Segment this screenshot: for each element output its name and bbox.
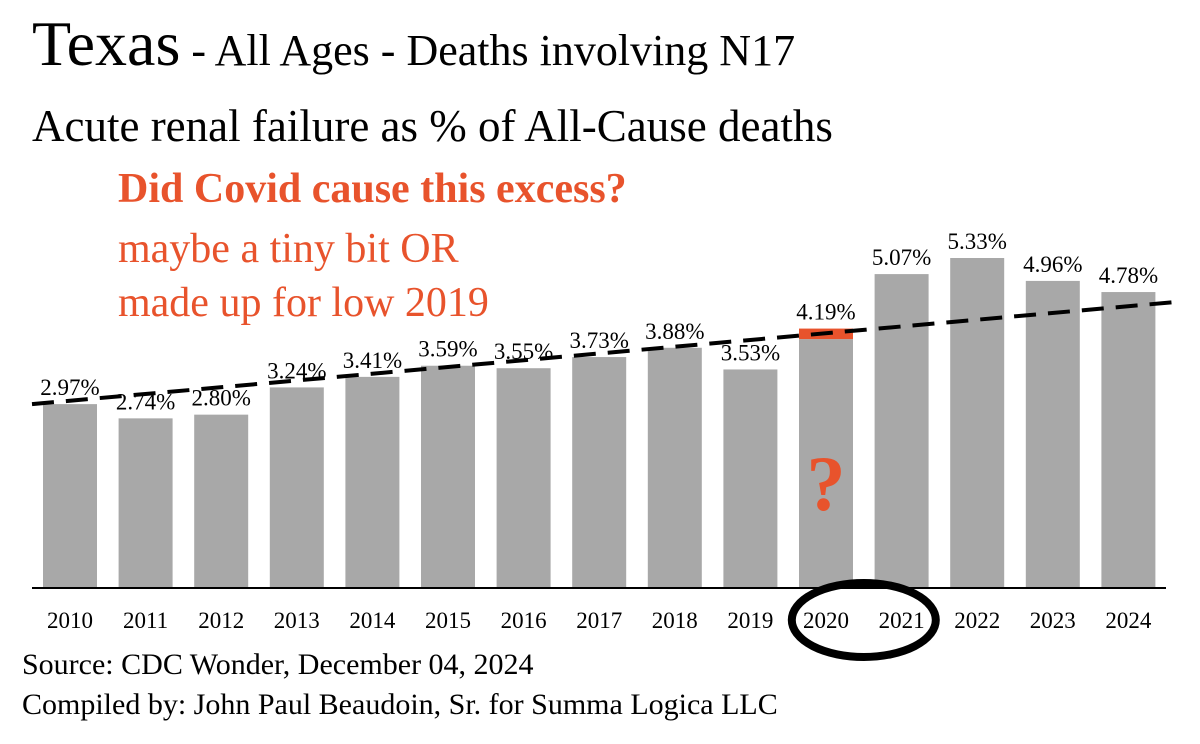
annotation-line-2: made up for low 2019 — [118, 280, 489, 326]
bar-2012 — [194, 414, 249, 588]
x-tick-2013: 2013 — [274, 608, 320, 633]
x-tick-2020: 2020 — [803, 608, 849, 633]
data-label-2020: 4.19% — [796, 300, 855, 325]
source-note: Source: CDC Wonder, December 04, 2024 — [22, 648, 534, 681]
x-tick-2016: 2016 — [501, 608, 547, 633]
x-tick-2015: 2015 — [425, 608, 471, 633]
bar-2011 — [118, 418, 173, 588]
x-tick-2019: 2019 — [727, 608, 773, 633]
chart-title-main: Texas — [32, 8, 181, 79]
data-label-2012: 2.80% — [191, 386, 250, 411]
data-label-2017: 3.73% — [569, 328, 628, 353]
bar-2019 — [723, 369, 778, 588]
highlight-ellipse — [787, 579, 940, 661]
question-mark: ? — [807, 440, 846, 527]
data-label-2015: 3.59% — [418, 337, 477, 362]
x-tick-2018: 2018 — [652, 608, 698, 633]
data-label-2023: 4.96% — [1023, 252, 1082, 277]
bar-2015 — [421, 365, 475, 588]
x-tick-2011: 2011 — [123, 608, 168, 633]
bar-2016 — [496, 368, 551, 588]
bar-2023 — [1025, 280, 1080, 588]
bar-2020 — [799, 339, 853, 588]
bar-2024 — [1101, 292, 1156, 588]
data-label-2024: 4.78% — [1099, 263, 1158, 288]
chart-title: Texas - All Ages - Deaths involving N17 — [32, 12, 795, 76]
bars-layer — [43, 258, 1156, 588]
bar-2021 — [874, 274, 929, 588]
annotation-question: Did Covid cause this excess? — [118, 166, 627, 212]
bar-2010 — [43, 404, 97, 588]
bar-2017 — [572, 357, 627, 588]
bar-2014 — [345, 376, 400, 588]
data-labels-layer: 2.97%2.74% 2.80%3.24% 3.41% 3.59% 3.55% 3.73%… — [40, 229, 1158, 414]
data-label-2021: 5.07% — [872, 245, 931, 270]
trendline-layer — [31, 299, 1177, 407]
x-tick-2023: 2023 — [1030, 608, 1076, 633]
data-label-2010: 2.97% — [40, 375, 99, 400]
data-label-2019: 3.53% — [721, 340, 780, 365]
x-tick-2022: 2022 — [954, 608, 1000, 633]
x-tick-2010: 2010 — [47, 608, 93, 633]
bar-2022 — [950, 258, 1005, 588]
annotation-layer: ? — [787, 440, 940, 661]
x-tick-2014: 2014 — [349, 608, 396, 633]
annotation-line-1: maybe a tiny bit OR — [118, 226, 459, 272]
compiled-by-note: Compiled by: John Paul Beaudoin, Sr. for… — [22, 688, 778, 721]
x-tick-2017: 2017 — [576, 608, 622, 633]
x-tick-2012: 2012 — [198, 608, 244, 633]
x-tick-labels: 2010 2011 2012 2013 2014 2015 2016 2017 2018 2019… — [47, 608, 1152, 633]
data-label-2014: 3.41% — [343, 348, 402, 373]
chart-subtitle: Acute renal failure as % of All-Cause de… — [32, 101, 833, 151]
chart-title-rest: - All Ages - Deaths involving N17 — [180, 26, 796, 75]
x-tick-2024: 2024 — [1105, 608, 1152, 633]
bar-2013 — [269, 387, 324, 588]
data-label-2022: 5.33% — [947, 229, 1006, 254]
bar-2018 — [647, 347, 702, 588]
x-tick-2021: 2021 — [879, 608, 925, 633]
data-label-2018: 3.88% — [645, 319, 704, 344]
trendline — [31, 299, 1177, 407]
